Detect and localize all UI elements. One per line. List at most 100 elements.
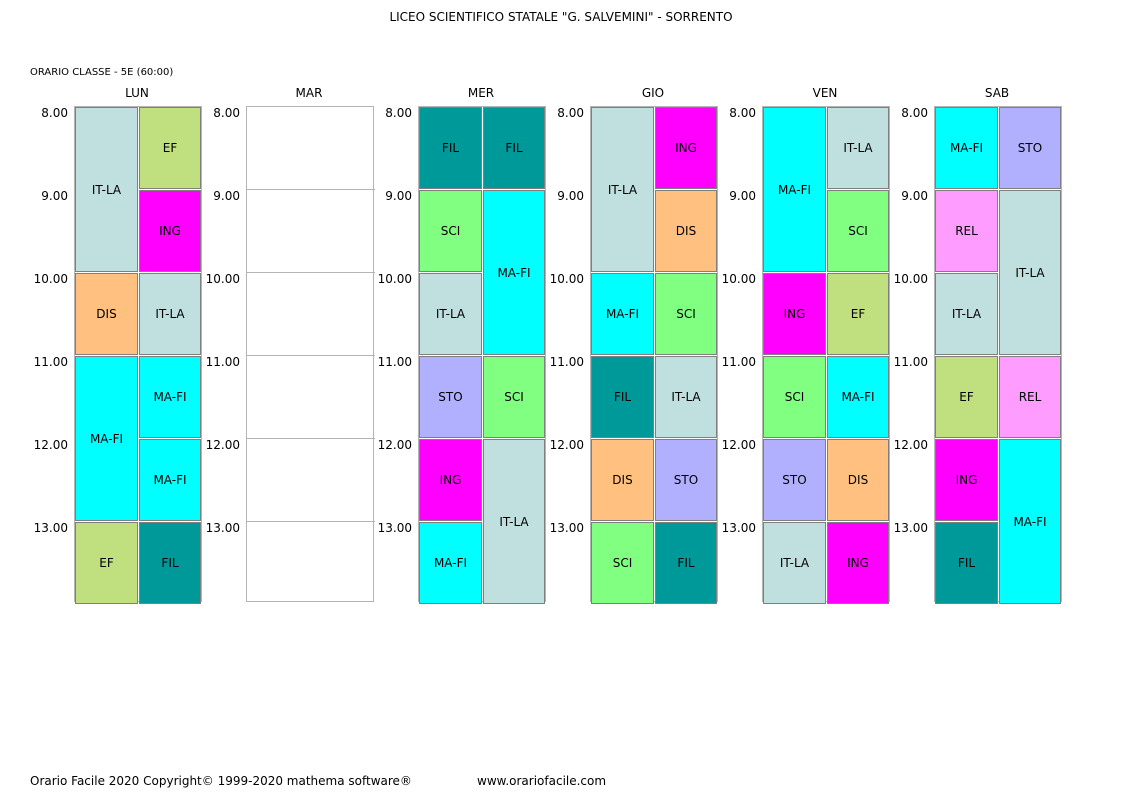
lesson-cell[interactable]: STO — [655, 439, 717, 521]
lesson-cell[interactable]: FIL — [655, 522, 717, 604]
lesson-cell[interactable]: MA-FI — [75, 356, 138, 521]
time-label: 13.00 — [33, 521, 68, 535]
time-label: 13.00 — [893, 521, 928, 535]
day-grid: MA-FI IT-LA SCI ING EF SCI MA-FI STO DIS IT-LA ING — [762, 106, 890, 604]
lesson-cell[interactable]: IT-LA — [999, 190, 1061, 355]
lesson-cell[interactable]: ING — [827, 522, 889, 604]
time-label: 11.00 — [893, 355, 928, 369]
time-label: 12.00 — [377, 438, 412, 452]
lesson-cell[interactable]: FIL — [483, 107, 545, 189]
hour-divider — [247, 189, 375, 190]
lesson-cell[interactable]: DIS — [655, 190, 717, 272]
day-label: LUN — [125, 86, 149, 100]
lesson-cell[interactable]: STO — [999, 107, 1061, 189]
time-label: 8.00 — [41, 106, 68, 120]
time-label: 13.00 — [205, 521, 240, 535]
lesson-cell[interactable]: REL — [999, 356, 1061, 438]
time-label: 12.00 — [549, 438, 584, 452]
lesson-cell[interactable]: IT-LA — [655, 356, 717, 438]
lesson-cell[interactable]: SCI — [483, 356, 545, 438]
lesson-cell[interactable]: FIL — [419, 107, 482, 189]
lesson-cell[interactable]: MA-FI — [139, 439, 201, 521]
time-label: 10.00 — [721, 272, 756, 286]
time-label: 8.00 — [385, 106, 412, 120]
footer-url: www.orariofacile.com — [477, 774, 607, 788]
lesson-cell[interactable]: IT-LA — [935, 273, 998, 355]
time-label: 11.00 — [205, 355, 240, 369]
lesson-cell[interactable]: IT-LA — [139, 273, 201, 355]
time-label: 13.00 — [721, 521, 756, 535]
lesson-cell[interactable]: EF — [139, 107, 201, 189]
lesson-cell[interactable]: ING — [139, 190, 201, 272]
time-label: 11.00 — [721, 355, 756, 369]
lesson-cell[interactable]: MA-FI — [591, 273, 654, 355]
day-label: GIO — [641, 86, 665, 100]
lesson-cell[interactable]: MA-FI — [999, 439, 1061, 604]
lesson-cell[interactable]: STO — [419, 356, 482, 438]
day-label: VEN — [812, 86, 838, 100]
lesson-cell[interactable]: REL — [935, 190, 998, 272]
lesson-cell[interactable]: FIL — [935, 522, 998, 604]
time-label: 10.00 — [377, 272, 412, 286]
lesson-cell[interactable]: IT-LA — [827, 107, 889, 189]
lesson-cell[interactable]: IT-LA — [75, 107, 138, 272]
lesson-cell[interactable]: MA-FI — [827, 356, 889, 438]
lesson-cell[interactable]: MA-FI — [139, 356, 201, 438]
time-label: 8.00 — [557, 106, 584, 120]
lesson-cell[interactable]: SCI — [419, 190, 482, 272]
time-label: 9.00 — [385, 189, 412, 203]
time-label: 8.00 — [213, 106, 240, 120]
footer-copyright: Orario Facile 2020 Copyright© 1999-2020 … — [30, 774, 412, 788]
hour-divider — [247, 272, 375, 273]
lesson-cell[interactable]: ING — [419, 439, 482, 521]
lesson-cell[interactable]: SCI — [591, 522, 654, 604]
lesson-cell[interactable]: ING — [935, 439, 998, 521]
lesson-cell[interactable]: DIS — [827, 439, 889, 521]
time-label: 9.00 — [213, 189, 240, 203]
day-grid: IT-LA ING DIS MA-FI SCI FIL IT-LA DIS STO SCI FIL — [590, 106, 718, 604]
day-grid: IT-LA EF ING DIS IT-LA MA-FI MA-FI MA-FI EF FIL — [74, 106, 202, 604]
lesson-cell[interactable]: FIL — [591, 356, 654, 438]
time-label: 12.00 — [893, 438, 928, 452]
class-info: ORARIO CLASSE - 5E (60:00) — [30, 67, 174, 78]
time-label: 11.00 — [377, 355, 412, 369]
time-label: 9.00 — [901, 189, 928, 203]
lesson-cell[interactable]: IT-LA — [419, 273, 482, 355]
hour-divider — [247, 355, 375, 356]
lesson-cell[interactable]: ING — [655, 107, 717, 189]
time-label: 12.00 — [205, 438, 240, 452]
day-grid: FIL FIL SCI MA-FI IT-LA STO SCI ING IT-LA MA-FI — [418, 106, 546, 604]
lesson-cell[interactable]: DIS — [591, 439, 654, 521]
time-label: 13.00 — [549, 521, 584, 535]
lesson-cell[interactable]: DIS — [75, 273, 138, 355]
lesson-cell[interactable]: SCI — [763, 356, 826, 438]
time-label: 10.00 — [33, 272, 68, 286]
day-label: MAR — [295, 86, 323, 100]
lesson-cell[interactable]: MA-FI — [483, 190, 545, 355]
lesson-cell[interactable]: SCI — [655, 273, 717, 355]
lesson-cell[interactable]: SCI — [827, 190, 889, 272]
lesson-cell[interactable]: ING — [763, 273, 826, 355]
lesson-cell[interactable]: EF — [827, 273, 889, 355]
time-label: 11.00 — [549, 355, 584, 369]
lesson-cell[interactable]: MA-FI — [763, 107, 826, 272]
hour-divider — [247, 521, 375, 522]
time-label: 10.00 — [549, 272, 584, 286]
lesson-cell[interactable]: MA-FI — [935, 107, 998, 189]
lesson-cell[interactable]: IT-LA — [591, 107, 654, 272]
lesson-cell[interactable]: IT-LA — [483, 439, 545, 604]
lesson-cell[interactable]: EF — [75, 522, 138, 604]
lesson-cell[interactable]: STO — [763, 439, 826, 521]
time-label: 8.00 — [729, 106, 756, 120]
hour-divider — [247, 438, 375, 439]
time-label: 13.00 — [377, 521, 412, 535]
lesson-cell[interactable]: EF — [935, 356, 998, 438]
lesson-cell[interactable]: IT-LA — [763, 522, 826, 604]
day-label: SAB — [984, 86, 1010, 100]
time-label: 9.00 — [557, 189, 584, 203]
day-grid: MA-FI STO REL IT-LA IT-LA EF REL ING MA-FI FIL — [934, 106, 1062, 604]
lesson-cell[interactable]: MA-FI — [419, 522, 482, 604]
time-label: 12.00 — [721, 438, 756, 452]
time-label: 9.00 — [729, 189, 756, 203]
lesson-cell[interactable]: FIL — [139, 522, 201, 604]
